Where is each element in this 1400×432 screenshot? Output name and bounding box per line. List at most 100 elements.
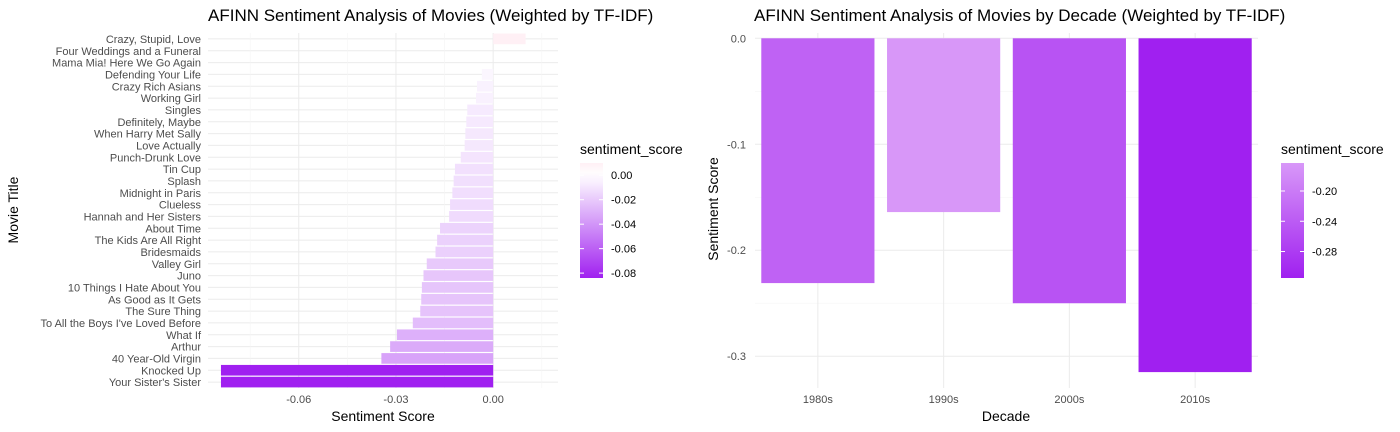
left-bar [437,234,494,246]
left-x-tick-label: -0.06 [286,394,311,406]
left-bar [454,163,494,175]
left-legend: sentiment_score 0.00 -0.02 -0.04 -0.06 -0.08 [580,141,683,280]
chart-left: AFINN Sentiment Analysis of Movies (Weig… [5,6,683,424]
left-y-tick-label: About Time [145,223,201,235]
right-chart-title: AFINN Sentiment Analysis of Movies by De… [754,6,1285,25]
left-y-tick-label: Mama Mia! Here We Go Again [52,58,201,70]
right-y-axis-title: Sentiment Score [705,157,721,261]
left-legend-label: 0.00 [611,170,632,182]
left-y-axis-title: Movie Title [5,176,21,243]
left-y-tick-label: Hannah and Her Sisters [84,211,202,223]
left-y-tick-label: As Good as It Gets [108,294,201,306]
right-legend-colorbar [1281,163,1304,278]
left-bar [476,80,494,92]
left-legend-title: sentiment_score [580,141,683,157]
left-bar [464,140,494,151]
left-bar [220,376,494,388]
right-x-tick-label: 1980s [803,394,833,406]
left-bar [381,353,494,364]
right-x-tick-labels: 1980s 1990s 2000s 2010s [803,394,1211,406]
left-bar [476,92,494,104]
left-chart-title: AFINN Sentiment Analysis of Movies (Weig… [208,6,653,25]
left-bar [421,282,494,293]
left-bar [412,317,494,329]
left-y-tick-label: Bridesmaids [140,247,201,259]
left-y-tick-label: What If [166,330,202,342]
left-y-tick-label: Arthur [171,342,201,354]
right-y-tick-label: -0.1 [727,139,746,151]
left-gridlines [208,33,558,388]
right-legend-label: -0.28 [1312,247,1337,259]
left-y-tick-label: When Harry Met Sally [94,129,201,141]
left-bar [220,364,494,376]
left-y-tick-label: Valley Girl [152,259,201,271]
left-y-tick-label: Four Weddings and a Funeral [56,46,201,58]
right-bars [761,38,1252,373]
left-bar [493,33,526,45]
left-y-tick-label: Clueless [159,200,202,212]
left-y-tick-label: Juno [177,271,201,283]
left-y-tick-label: Definitely, Maybe [117,117,201,129]
left-x-tick-label: 0.00 [482,394,503,406]
left-y-tick-label: Splash [167,176,201,188]
left-bar [452,187,494,199]
left-bar [460,151,494,163]
right-legend: sentiment_score -0.20 -0.24 -0.28 [1281,141,1384,278]
left-bar [449,211,494,222]
left-x-tick-labels: -0.06 -0.03 0.00 [286,394,504,406]
left-y-tick-label: Working Girl [141,93,201,105]
left-legend-label: -0.08 [611,268,636,280]
chart-right: AFINN Sentiment Analysis of Movies by De… [705,6,1384,424]
left-bar [440,222,494,234]
right-y-tick-label: 0.0 [731,33,746,45]
right-y-tick-labels: 0.0 -0.1 -0.2 -0.3 [727,33,746,363]
right-bar [887,38,1001,213]
left-y-tick-label: Crazy Rich Asians [112,81,202,93]
left-bars [220,33,526,388]
left-y-tick-label: Defending Your Life [105,69,201,81]
left-bar [453,175,494,187]
left-bar [465,128,494,139]
left-bar [421,293,494,305]
left-x-tick-label: -0.03 [383,394,408,406]
left-legend-label: -0.04 [611,219,636,231]
right-legend-title: sentiment_score [1281,141,1384,157]
right-legend-label: -0.24 [1312,216,1337,228]
left-legend-label: -0.02 [611,195,636,207]
left-y-tick-label: Crazy, Stupid, Love [106,34,201,46]
right-x-tick-label: 1990s [929,394,959,406]
left-y-tick-label: The Kids Are All Right [95,235,201,247]
left-bar [467,104,494,116]
left-y-tick-label: Knocked Up [141,365,201,377]
right-y-tick-label: -0.3 [727,351,746,363]
left-y-tick-label: Tin Cup [163,164,201,176]
left-bar [435,246,494,258]
left-bar [420,305,494,317]
left-x-axis-title: Sentiment Score [331,408,435,424]
left-y-tick-label: The Sure Thing [125,306,201,318]
left-y-tick-label: 40 Year-Old Virgin [112,353,201,365]
left-y-tick-label: 10 Things I Hate About You [68,282,201,294]
left-bar [466,116,494,128]
right-y-tick-label: -0.2 [727,245,746,257]
left-y-tick-label: Midnight in Paris [120,188,202,200]
left-legend-label: -0.06 [611,244,636,256]
left-y-tick-label: Love Actually [136,140,201,152]
right-legend-label: -0.20 [1312,186,1337,198]
left-y-tick-label: Singles [165,105,202,117]
left-bar [450,199,494,210]
left-legend-colorbar [580,163,603,278]
right-bar [1012,38,1126,304]
left-bar [426,258,494,270]
right-x-tick-label: 2010s [1180,394,1210,406]
right-x-axis-title: Decade [982,408,1030,424]
right-bar [761,38,875,284]
right-x-tick-label: 2000s [1054,394,1084,406]
right-bar [1138,38,1252,373]
left-bar [396,329,494,341]
left-y-tick-label: Punch-Drunk Love [110,152,201,164]
left-bar [481,69,494,80]
left-bar [390,341,494,352]
